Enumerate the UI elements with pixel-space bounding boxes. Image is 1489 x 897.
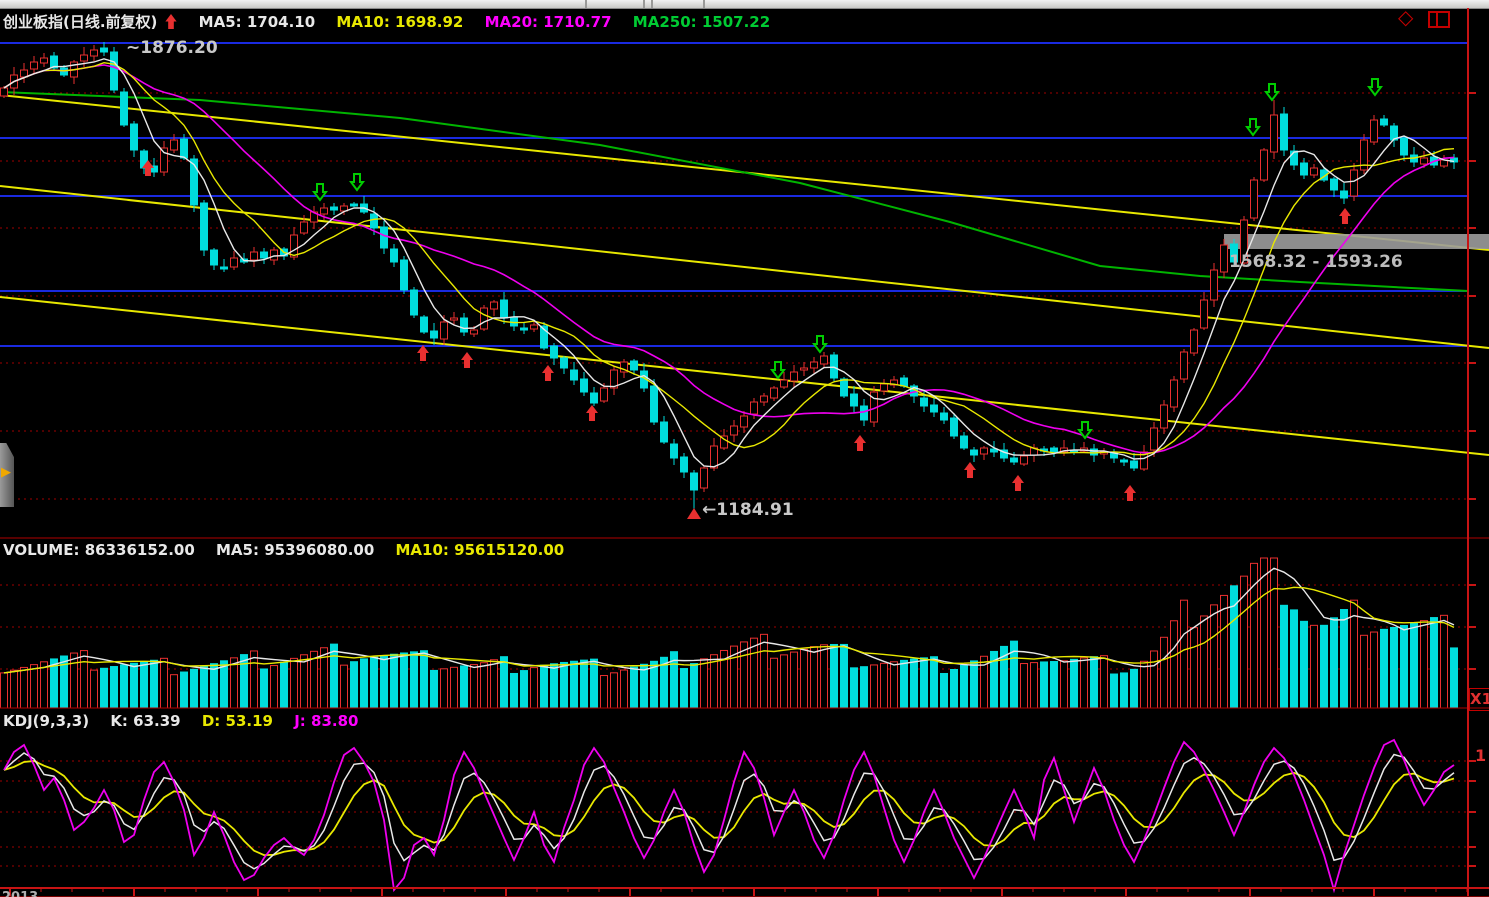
high-price-annotation: ~1876.20 — [126, 38, 218, 58]
expand-arrow-icon: ▶ — [1, 465, 11, 480]
kdj-axis-label: 1 — [1475, 746, 1487, 765]
kdj-d-value: D: 53.19 — [201, 712, 273, 730]
ma20-value: MA20: 1710.77 — [484, 13, 612, 31]
ma5-value: MA5: 1704.10 — [198, 13, 316, 31]
scale-indicator: X1 — [1469, 688, 1489, 711]
toolbar-separator — [703, 0, 705, 8]
ma250-value: MA250: 1507.22 — [632, 13, 771, 31]
sidebar-expand-flap[interactable]: ▶ — [0, 443, 14, 507]
kdj-j-value: J: 83.80 — [294, 712, 359, 730]
instrument-title: 创业板指(日线.前复权) — [3, 13, 158, 31]
volume-pane-header: VOLUME: 86336152.00 MA5: 95396080.00 MA1… — [3, 541, 580, 559]
kdj-pane-header: KDJ(9,3,3) K: 63.39 D: 53.19 J: 83.80 — [3, 712, 374, 730]
low-price-annotation: ←1184.91 — [702, 500, 794, 520]
price-range-annotation: 1568.32 - 1593.26 — [1229, 252, 1403, 272]
split-window-icon[interactable] — [1428, 11, 1450, 28]
main-chart-header: 创业板指(日线.前复权) MA5: 1704.10 MA10: 1698.92 … — [3, 11, 786, 33]
window-top-strip — [0, 0, 1489, 9]
split-window-divider — [1436, 13, 1439, 26]
kdj-indicator-label: KDJ(9,3,3) — [3, 712, 90, 730]
diamond-icon[interactable]: ◇ — [1398, 5, 1414, 29]
volume-ma10-value: MA10: 95615120.00 — [395, 541, 565, 559]
kdj-k-value: K: 63.39 — [110, 712, 181, 730]
toolbar-separator — [643, 0, 645, 8]
volume-ma5-value: MA5: 95396080.00 — [216, 541, 375, 559]
date-axis-label: 2013 — [2, 890, 38, 897]
volume-value: VOLUME: 86336152.00 — [3, 541, 195, 559]
up-arrow-icon — [165, 14, 178, 33]
ma10-value: MA10: 1698.92 — [336, 13, 464, 31]
toolbar-separator — [585, 0, 587, 8]
toolbar-separator — [651, 0, 653, 8]
